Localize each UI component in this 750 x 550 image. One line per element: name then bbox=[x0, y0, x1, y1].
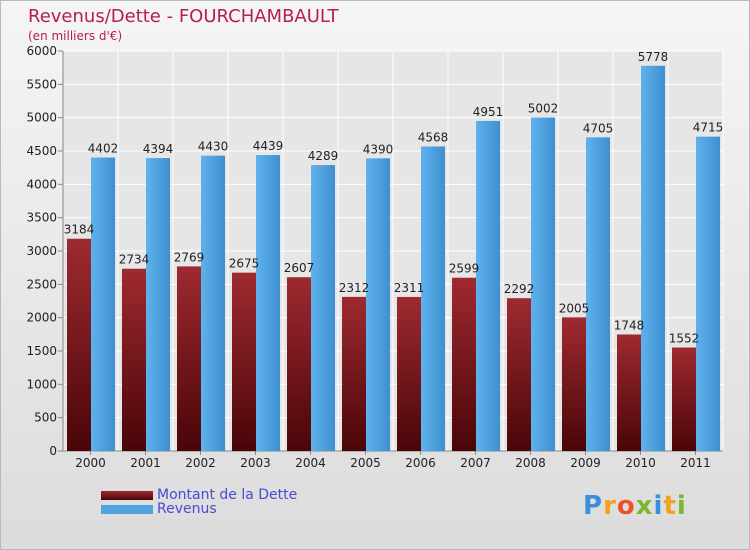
revenue-data-label: 5002 bbox=[528, 102, 559, 116]
x-tick-label: 2009 bbox=[570, 456, 601, 470]
logo-letter: i bbox=[653, 491, 664, 521]
y-tick-label: 0 bbox=[49, 444, 57, 458]
chart-title: Revenus/Dette - FOURCHAMBAULT bbox=[28, 6, 339, 27]
debt-data-label: 3184 bbox=[64, 223, 95, 237]
revenue-bar bbox=[91, 157, 115, 452]
revenue-bar bbox=[476, 120, 500, 451]
y-tick-label: 6000 bbox=[26, 44, 57, 58]
y-tick-label: 1000 bbox=[26, 377, 57, 391]
x-tick-label: 2008 bbox=[515, 456, 546, 470]
debt-bar bbox=[617, 334, 641, 451]
legend-item-dette: Montant de la Dette bbox=[101, 487, 297, 503]
proxiti-logo: Proxiti bbox=[583, 491, 687, 521]
debt-bar bbox=[507, 298, 531, 451]
revenue-bar bbox=[421, 146, 445, 451]
y-tick-label: 2500 bbox=[26, 277, 57, 291]
legend-swatch-revenus bbox=[101, 504, 153, 514]
revenue-data-label: 4402 bbox=[88, 142, 119, 156]
revenue-data-label: 4715 bbox=[693, 121, 724, 135]
revenue-data-label: 4705 bbox=[583, 121, 614, 135]
x-tick-label: 2005 bbox=[350, 456, 381, 470]
revenue-data-label: 4390 bbox=[363, 142, 394, 156]
debt-bar bbox=[287, 277, 311, 451]
x-tick-label: 2007 bbox=[460, 456, 491, 470]
revenue-data-label: 4568 bbox=[418, 130, 449, 144]
debt-data-label: 1552 bbox=[669, 332, 700, 346]
y-tick-label: 5500 bbox=[26, 77, 57, 91]
debt-data-label: 2312 bbox=[339, 281, 370, 295]
revenue-bar bbox=[146, 158, 170, 452]
debt-data-label: 1748 bbox=[614, 318, 645, 332]
debt-bar bbox=[562, 317, 586, 451]
x-tick-label: 2003 bbox=[240, 456, 271, 470]
x-tick-label: 2010 bbox=[625, 456, 656, 470]
debt-data-label: 2607 bbox=[284, 261, 315, 275]
x-tick-label: 2000 bbox=[75, 456, 106, 470]
revenue-bar bbox=[641, 65, 665, 452]
debt-bar bbox=[177, 266, 201, 451]
x-tick-label: 2001 bbox=[130, 456, 161, 470]
logo-letter: t bbox=[663, 491, 677, 521]
revenue-data-label: 4289 bbox=[308, 149, 339, 163]
debt-data-label: 2734 bbox=[119, 253, 150, 267]
x-tick-label: 2002 bbox=[185, 456, 216, 470]
debt-bar bbox=[342, 296, 366, 451]
y-tick-label: 500 bbox=[34, 411, 57, 425]
revenue-bar bbox=[586, 137, 610, 452]
legend-item-revenus: Revenus bbox=[101, 501, 217, 517]
debt-data-label: 2311 bbox=[394, 281, 425, 295]
debt-data-label: 2769 bbox=[174, 250, 205, 264]
y-tick-label: 4000 bbox=[26, 177, 57, 191]
x-tick-label: 2011 bbox=[680, 456, 711, 470]
revenue-bar bbox=[201, 155, 225, 451]
debt-data-label: 2675 bbox=[229, 257, 260, 271]
logo-letter: o bbox=[616, 491, 636, 521]
logo-letter: x bbox=[635, 491, 654, 521]
debt-data-label: 2005 bbox=[559, 301, 590, 315]
y-tick-label: 1500 bbox=[26, 344, 57, 358]
debt-bar bbox=[122, 268, 146, 451]
revenue-bar bbox=[531, 117, 555, 452]
debt-bar bbox=[452, 277, 476, 451]
logo-letter: r bbox=[603, 491, 617, 521]
debt-data-label: 2599 bbox=[449, 262, 480, 276]
revenue-data-label: 5778 bbox=[638, 50, 669, 64]
revenue-bar bbox=[256, 155, 280, 452]
y-tick-label: 2000 bbox=[26, 311, 57, 325]
revenue-bar bbox=[311, 165, 335, 452]
revenue-data-label: 4430 bbox=[198, 140, 229, 154]
logo-letter: i bbox=[676, 491, 687, 521]
revenue-data-label: 4951 bbox=[473, 105, 504, 119]
debt-bar bbox=[67, 238, 91, 451]
legend-label-revenus: Revenus bbox=[157, 501, 217, 517]
revenue-data-label: 4439 bbox=[253, 139, 284, 153]
y-tick-label: 3500 bbox=[26, 211, 57, 225]
debt-bar bbox=[672, 347, 696, 451]
revenue-data-label: 4394 bbox=[143, 142, 174, 156]
y-tick-label: 5000 bbox=[26, 111, 57, 125]
x-tick-label: 2004 bbox=[295, 456, 326, 470]
y-tick-label: 4500 bbox=[26, 144, 57, 158]
y-tick-label: 3000 bbox=[26, 244, 57, 258]
chart-subtitle: (en milliers d'€) bbox=[28, 29, 123, 43]
debt-bar bbox=[397, 296, 421, 451]
debt-bar bbox=[232, 272, 256, 451]
revenue-bar bbox=[366, 158, 390, 452]
legend-swatch-dette bbox=[101, 490, 153, 500]
x-tick-label: 2006 bbox=[405, 456, 436, 470]
legend-label-dette: Montant de la Dette bbox=[157, 487, 298, 503]
revenue-bar bbox=[696, 136, 720, 451]
debt-data-label: 2292 bbox=[504, 282, 535, 296]
logo-letter: P bbox=[583, 491, 604, 521]
